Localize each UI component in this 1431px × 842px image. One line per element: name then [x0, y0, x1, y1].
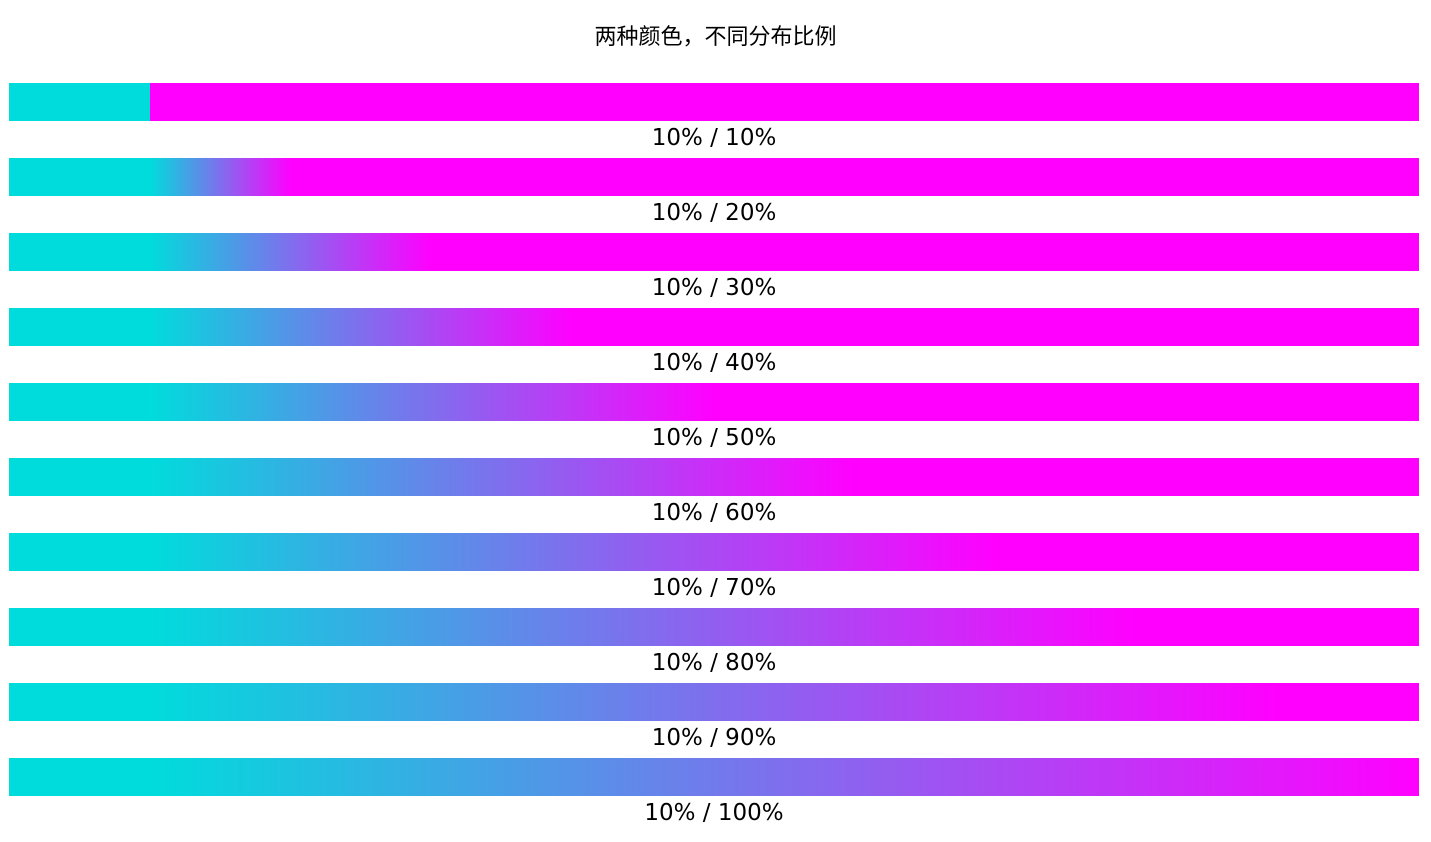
gradient-bar	[9, 683, 1419, 721]
gradient-row: 10% / 10%	[9, 83, 1419, 158]
gradient-row: 10% / 100%	[9, 758, 1419, 833]
gradient-bar	[9, 233, 1419, 271]
gradient-row: 10% / 80%	[9, 608, 1419, 683]
gradient-bar-caption: 10% / 20%	[651, 200, 777, 226]
gradient-bar-caption: 10% / 30%	[651, 275, 777, 301]
gradient-row: 10% / 20%	[9, 158, 1419, 233]
gradient-bar-caption: 10% / 70%	[651, 575, 777, 601]
gradient-bar	[9, 758, 1419, 796]
gradient-row: 10% / 70%	[9, 533, 1419, 608]
gradient-row: 10% / 90%	[9, 683, 1419, 758]
gradient-bar	[9, 533, 1419, 571]
gradient-bar-caption: 10% / 80%	[651, 650, 777, 676]
gradient-bar-caption: 10% / 90%	[651, 725, 777, 751]
gradient-row: 10% / 30%	[9, 233, 1419, 308]
gradient-bar	[9, 158, 1419, 196]
gradient-bar-caption: 10% / 40%	[651, 350, 777, 376]
page-title: 两种颜色，不同分布比例	[594, 25, 837, 50]
gradient-bar	[9, 608, 1419, 646]
gradient-bar	[9, 83, 1419, 121]
gradient-bar	[9, 458, 1419, 496]
gradient-bar-caption: 10% / 100%	[644, 800, 784, 826]
gradient-rows: 10% / 10% 10% / 20% 10% / 30% 10% / 40% …	[9, 83, 1419, 833]
gradient-bar	[9, 308, 1419, 346]
gradient-row: 10% / 40%	[9, 308, 1419, 383]
gradient-bar-caption: 10% / 50%	[651, 425, 777, 451]
gradient-row: 10% / 50%	[9, 383, 1419, 458]
gradient-bar-caption: 10% / 10%	[651, 125, 777, 151]
gradient-row: 10% / 60%	[9, 458, 1419, 533]
gradient-bar	[9, 383, 1419, 421]
gradient-bar-caption: 10% / 60%	[651, 500, 777, 526]
